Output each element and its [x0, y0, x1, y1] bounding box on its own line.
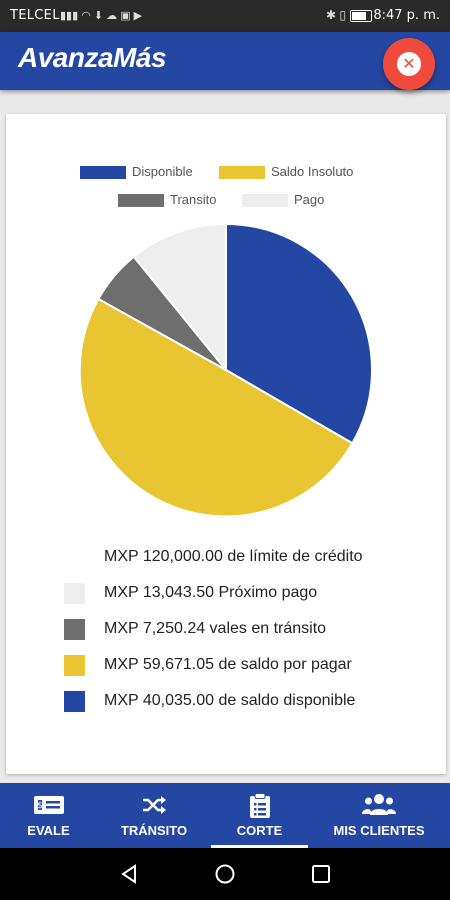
- pie-slice-disponible: [225, 222, 373, 445]
- clipboard-icon: [211, 793, 308, 818]
- system-nav-bar: [0, 848, 450, 900]
- active-tab-indicator: [211, 845, 308, 848]
- legend-swatch: [242, 194, 288, 208]
- signal-icon: ▮▮▮ ◠ ⬇ ☁ ▣ ▶: [60, 10, 143, 22]
- legend-item-saldo-insoluto: Saldo Insoluto: [219, 164, 354, 180]
- legend-item-pago: Pago: [242, 192, 325, 208]
- pie-slice-pago: [132, 222, 227, 373]
- nav-item-mis-clientes[interactable]: MIS CLIENTES: [308, 783, 450, 848]
- recents-icon[interactable]: [311, 864, 331, 884]
- legend-label: Transito: [170, 192, 217, 207]
- battery-icon: [350, 10, 372, 22]
- status-time: 8:47 p. m.: [373, 8, 440, 23]
- next-payment-text: MXP 13,043.50 Próximo pago: [104, 584, 318, 601]
- legend-label: Disponible: [132, 164, 193, 179]
- shuffle-icon: [97, 793, 211, 817]
- legend-label: Saldo Insoluto: [271, 164, 354, 179]
- bluetooth-icon: ✱ ▯: [326, 8, 346, 22]
- close-icon: ✕: [397, 52, 421, 76]
- legend-item-disponible: Disponible: [80, 164, 193, 180]
- color-swatch: [64, 583, 85, 604]
- color-swatch: [64, 691, 85, 712]
- legend-item-transito: Transito: [118, 192, 217, 208]
- carrier-name: TELCEL: [10, 8, 60, 23]
- available-balance-text: MXP 40,035.00 de saldo disponible: [104, 692, 356, 709]
- balance-due-text: MXP 59,671.05 de saldo por pagar: [104, 656, 352, 673]
- status-bar: TELCEL ▮▮▮ ◠ ⬇ ☁ ▣ ▶ ✱ ▯ 8:47 p. m.: [0, 0, 450, 32]
- users-icon: [308, 793, 450, 817]
- nav-label: TRÁNSITO: [120, 823, 188, 838]
- home-icon[interactable]: [214, 863, 236, 885]
- nav-item-corte[interactable]: CORTE: [211, 783, 308, 848]
- app-bar: AvanzaMás: [0, 32, 450, 90]
- legend-swatch: [219, 166, 265, 180]
- nav-item-transito[interactable]: TRÁNSITO: [97, 783, 211, 848]
- nav-item-evale[interactable]: $ EVALE: [0, 783, 97, 848]
- credit-limit-text: MXP 120,000.00 de límite de crédito: [104, 548, 363, 565]
- nav-label: CORTE: [236, 823, 283, 838]
- legend-label: Pago: [294, 192, 325, 207]
- money-bill-icon: $: [0, 793, 97, 817]
- pie-chart: [78, 222, 373, 518]
- nav-label: MIS CLIENTES: [333, 823, 425, 838]
- legend-swatch: [80, 166, 126, 180]
- back-icon[interactable]: [119, 864, 139, 884]
- bottom-nav: $ EVALE TRÁNSITO CORTE MIS CLIENTES: [0, 783, 450, 848]
- pie-slice-saldo-insoluto: [78, 297, 354, 518]
- nav-label: EVALE: [27, 823, 70, 838]
- color-swatch: [64, 619, 85, 640]
- color-swatch: [64, 655, 85, 676]
- legend-swatch: [118, 194, 164, 208]
- svg-text:$: $: [37, 801, 43, 811]
- close-button[interactable]: ✕: [383, 38, 435, 90]
- in-transit-text: MXP 7,250.24 vales en tránsito: [104, 620, 327, 637]
- app-logo: AvanzaMás: [18, 42, 167, 73]
